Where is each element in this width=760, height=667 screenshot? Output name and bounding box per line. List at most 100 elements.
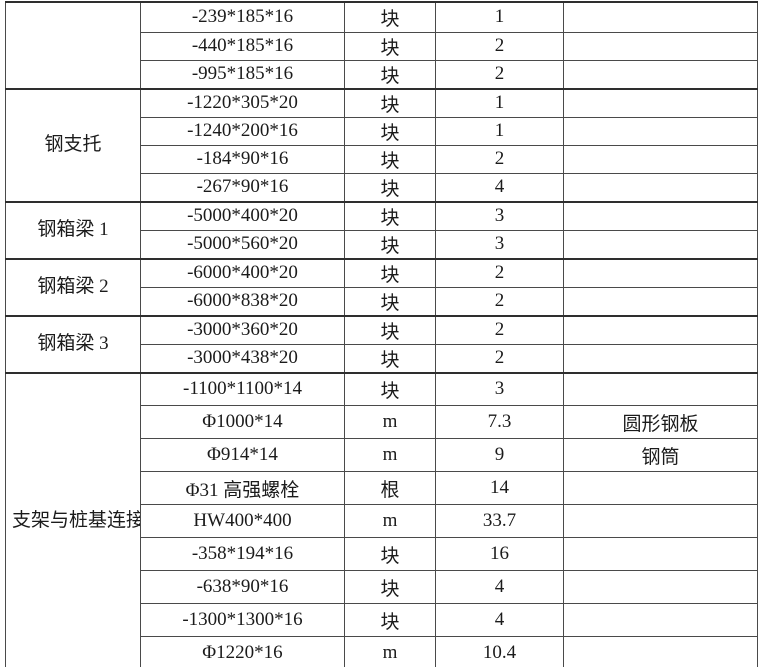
spec-cell: Φ1000*14 <box>140 405 345 439</box>
note-cell <box>563 343 758 373</box>
table-row: -184*90*16 块 2 <box>6 144 758 174</box>
qty-cell: 10.4 <box>435 636 564 667</box>
qty-cell: 33.7 <box>435 504 564 538</box>
unit-cell: 块 <box>344 570 436 604</box>
spec-cell: Φ31 高强螺栓 <box>140 471 345 505</box>
spec-cell: -3000*438*20 <box>140 343 345 373</box>
table-row: 钢箱梁 2 -6000*400*20 块 2 <box>5 257 758 316</box>
unit-cell: 块 <box>344 144 436 174</box>
category-cell <box>5 1 141 89</box>
qty-cell: 2 <box>435 59 564 89</box>
unit-cell: m <box>344 405 436 439</box>
qty-cell: 4 <box>435 603 564 637</box>
note-cell <box>563 1 758 33</box>
category-cell: 钢箱梁 2 <box>5 257 141 316</box>
table-row: -1300*1300*16 块 4 <box>6 603 758 637</box>
unit-cell: 块 <box>344 286 436 316</box>
note-cell <box>563 172 758 202</box>
note-cell <box>563 636 758 667</box>
unit-cell: 块 <box>344 1 436 33</box>
unit-cell: 块 <box>344 116 436 146</box>
table-row: -995*185*16 块 2 <box>6 59 758 89</box>
note-cell <box>563 537 758 571</box>
spec-cell: Φ1220*16 <box>140 636 345 667</box>
qty-cell: 1 <box>435 116 564 146</box>
table-row: -638*90*16 块 4 <box>6 570 758 604</box>
note-cell <box>563 371 758 406</box>
note-cell <box>563 144 758 174</box>
table-row: -1240*200*16 块 1 <box>6 116 758 146</box>
qty-cell: 9 <box>435 438 564 472</box>
unit-cell: 块 <box>344 603 436 637</box>
spec-cell: -3000*360*20 <box>140 314 345 345</box>
note-cell <box>563 504 758 538</box>
note-cell <box>563 59 758 89</box>
unit-cell: 块 <box>344 172 436 202</box>
note-cell <box>563 471 758 505</box>
qty-cell: 2 <box>435 343 564 373</box>
table-row: Φ31 高强螺栓根 14 <box>6 471 758 505</box>
table-row: 支架与桩基连接 -1100*1100*14 块 3 <box>5 371 758 667</box>
note-cell <box>563 603 758 637</box>
spec-cell: -995*185*16 <box>140 59 345 89</box>
spec-table-body: -239*185*16 块 1 -440*185*16 块 2 -995*185*16 块 2 钢… <box>5 1 758 667</box>
note-cell: 圆形钢板 <box>563 405 758 439</box>
note-cell <box>563 286 758 316</box>
qty-cell: 1 <box>435 87 564 118</box>
note-cell <box>563 314 758 345</box>
spec-cell: HW400*400 <box>140 504 345 538</box>
table-row: -239*185*16 块 1 <box>5 1 758 89</box>
spec-cell: -1240*200*16 <box>140 116 345 146</box>
spec-cell: -184*90*16 <box>140 144 345 174</box>
spec-cell: -1220*305*20 <box>140 87 345 118</box>
unit-cell: m <box>344 438 436 472</box>
unit-cell: m <box>344 636 436 667</box>
table-row: HW400*400 m 33.7 <box>6 504 758 538</box>
note-cell: 钢筒 <box>563 438 758 472</box>
category-cell: 钢箱梁 1 <box>5 200 141 259</box>
table-row: Φ1000*14 m 7.3 圆形钢板 <box>6 405 758 439</box>
note-cell <box>563 570 758 604</box>
spec-cell: -6000*400*20 <box>140 257 345 288</box>
unit-cell: 块 <box>344 200 436 231</box>
qty-cell: 3 <box>435 371 564 406</box>
spec-cell: -5000*400*20 <box>140 200 345 231</box>
qty-cell: 2 <box>435 31 564 61</box>
qty-cell: 3 <box>435 200 564 231</box>
qty-cell: 7.3 <box>435 405 564 439</box>
note-cell <box>563 116 758 146</box>
material-spec-table: -239*185*16 块 1 -440*185*16 块 2 -995*185*16 块 2 钢… <box>5 1 758 667</box>
note-cell <box>563 31 758 61</box>
qty-cell: 4 <box>435 570 564 604</box>
spec-cell: -638*90*16 <box>140 570 345 604</box>
unit-cell: 块 <box>344 87 436 118</box>
unit-cell: 块 <box>344 59 436 89</box>
spec-cell: -440*185*16 <box>140 31 345 61</box>
qty-cell: 2 <box>435 314 564 345</box>
unit-cell: 根 <box>344 471 436 505</box>
qty-cell: 2 <box>435 257 564 288</box>
spec-cell: -1100*1100*14 <box>140 371 345 406</box>
unit-cell: 块 <box>344 343 436 373</box>
table-row: 钢箱梁 3 -3000*360*20 块 2 <box>5 314 758 373</box>
unit-cell: 块 <box>344 257 436 288</box>
qty-cell: 2 <box>435 144 564 174</box>
unit-cell: 块 <box>344 31 436 61</box>
table-row: 钢箱梁 1 -5000*400*20 块 3 <box>5 200 758 259</box>
unit-cell: 块 <box>344 371 436 406</box>
table-row: 钢支托 -1220*305*20 块 1 <box>5 87 758 202</box>
unit-cell: 块 <box>344 229 436 259</box>
table-row: -440*185*16 块 2 <box>6 31 758 61</box>
table-row: -5000*560*20 块 3 <box>6 229 758 259</box>
qty-cell: 16 <box>435 537 564 571</box>
note-cell <box>563 229 758 259</box>
category-cell: 钢箱梁 3 <box>5 314 141 373</box>
spec-cell: -1300*1300*16 <box>140 603 345 637</box>
category-cell: 支架与桩基连接 <box>5 371 141 667</box>
note-cell <box>563 200 758 231</box>
spec-cell: Φ914*14 <box>140 438 345 472</box>
note-cell <box>563 87 758 118</box>
spec-cell: -239*185*16 <box>140 1 345 33</box>
table-row: -358*194*16 块 16 <box>6 537 758 571</box>
